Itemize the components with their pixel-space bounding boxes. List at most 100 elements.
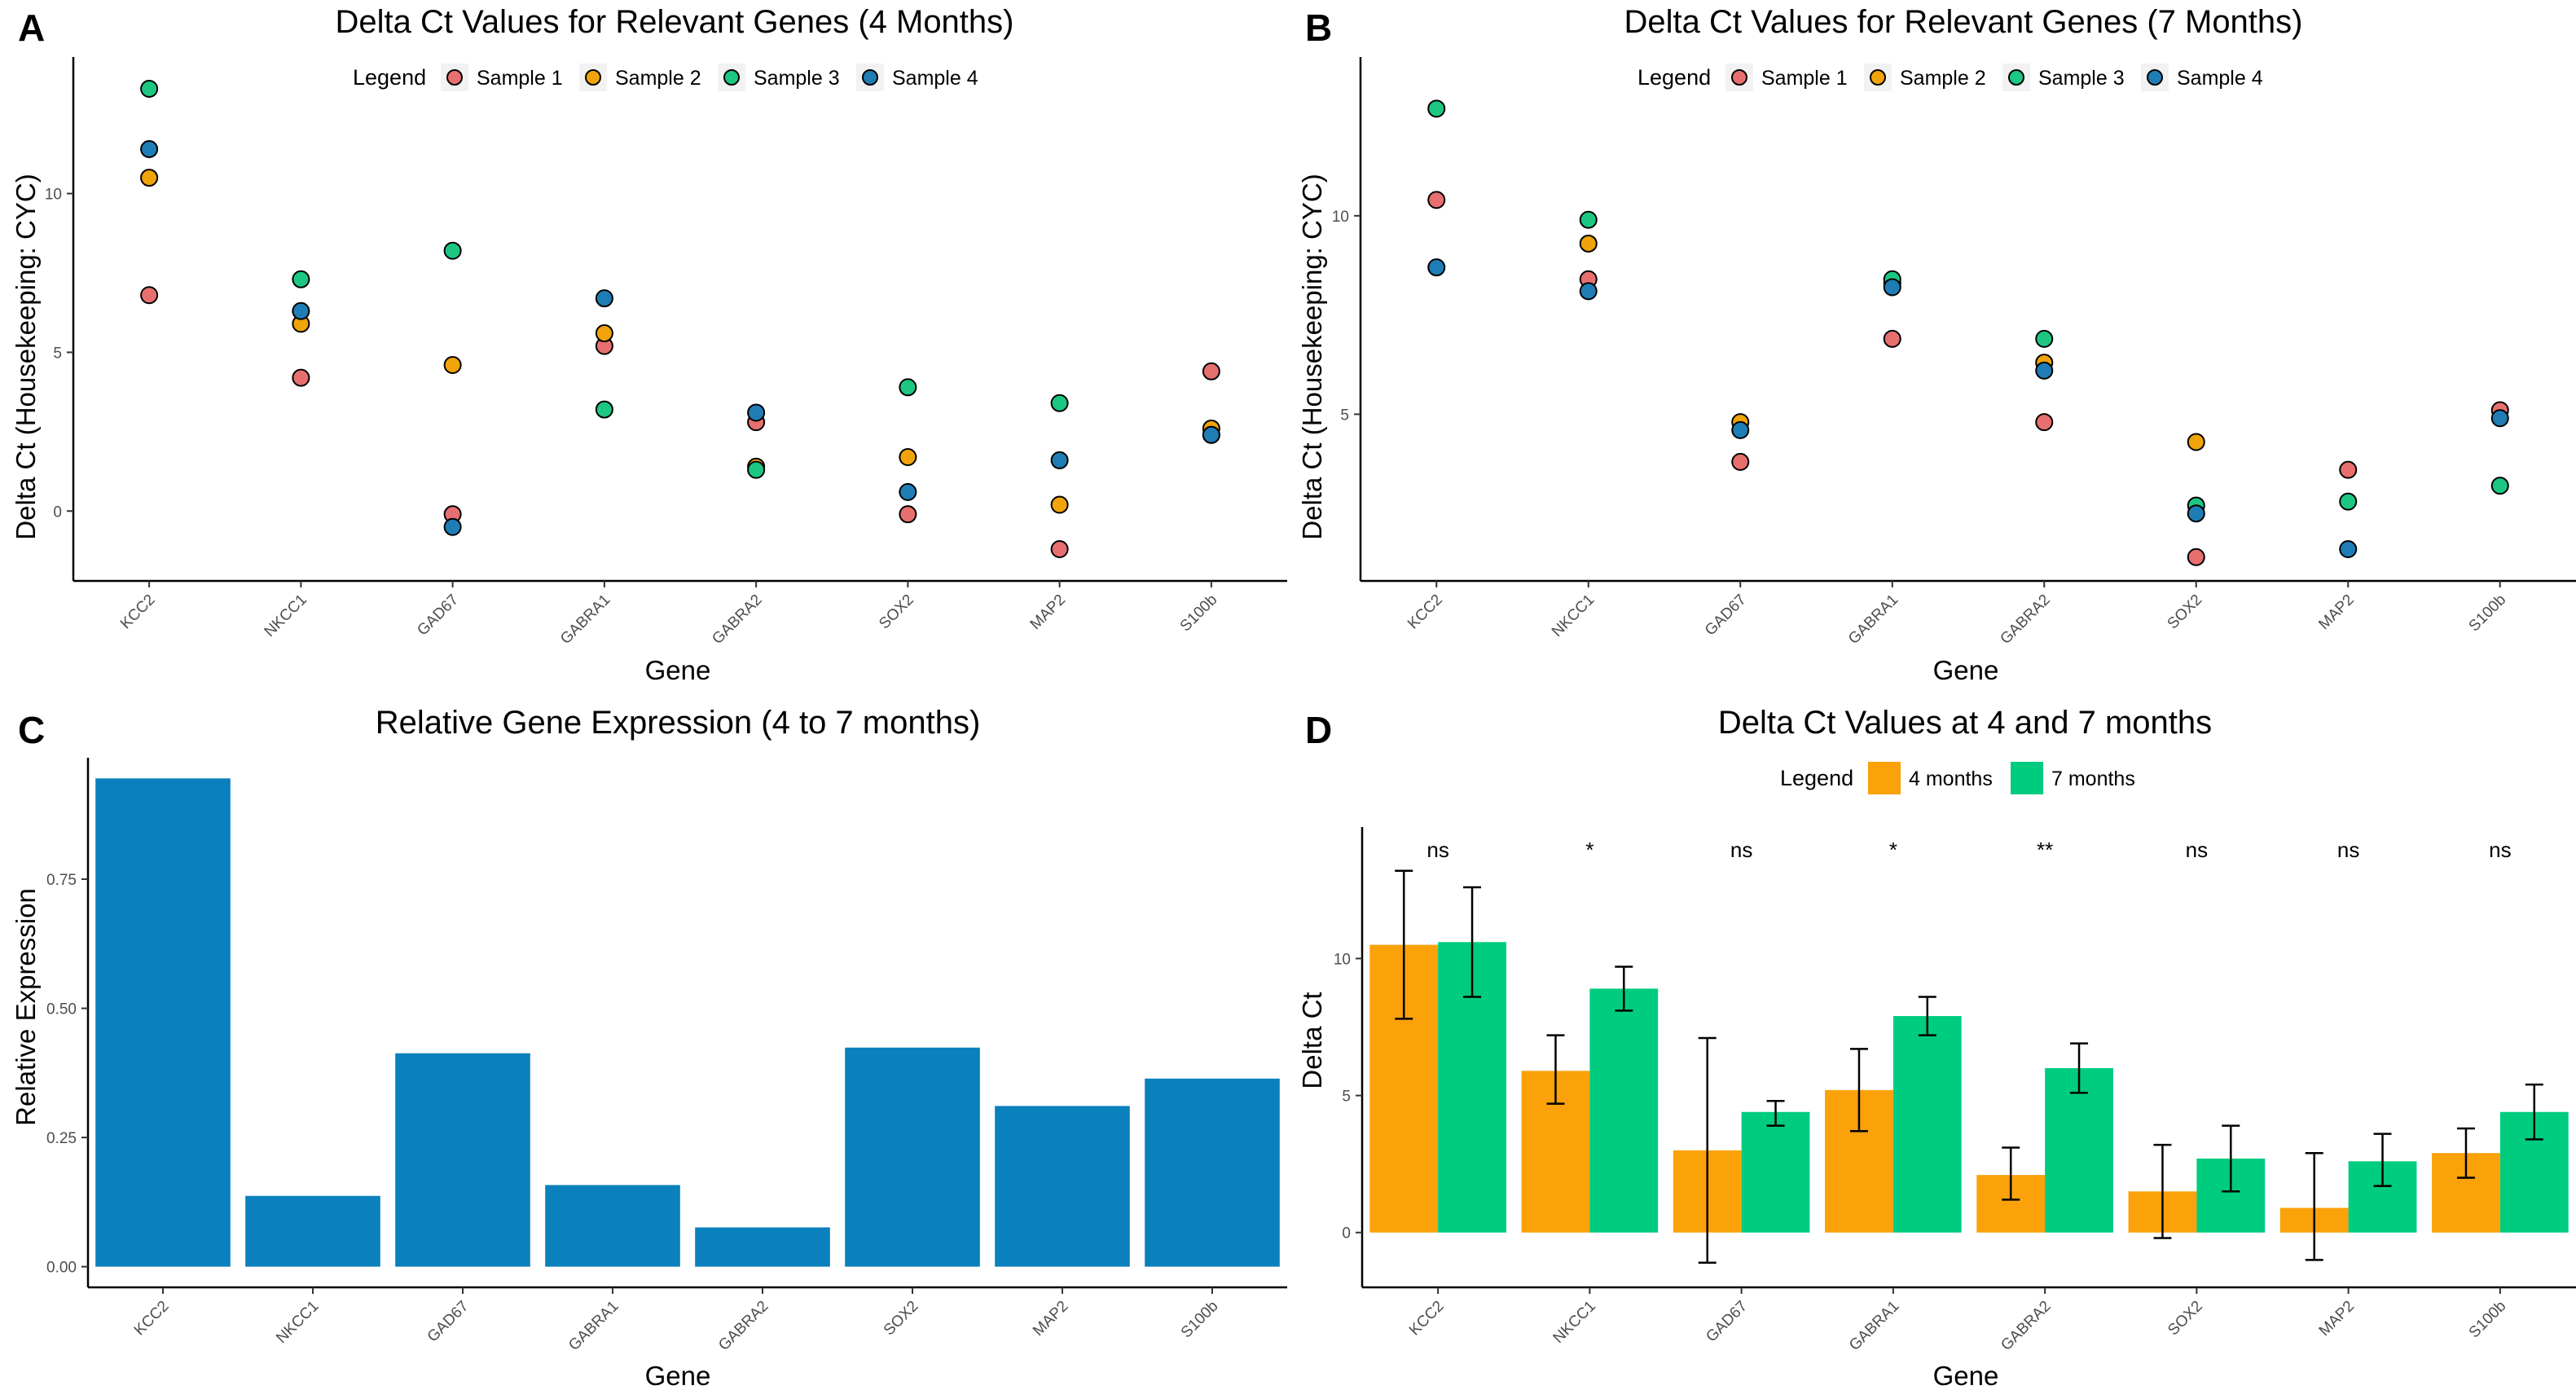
panel-a-legend-title: Legend: [353, 65, 426, 90]
panel-a-point: [443, 241, 462, 260]
panel-b-xlabel: Gene: [1933, 655, 1999, 685]
panel-a-point: [1202, 362, 1220, 380]
panel-b-legend-swatch: [1870, 69, 1886, 86]
panel-b-point: [2035, 329, 2054, 348]
panel-d-significance-label: ns: [1730, 838, 1752, 862]
panel-c-bar: [845, 1047, 980, 1267]
panel-a-point: [899, 505, 917, 524]
panel-d-legend-label: 4 months: [1909, 768, 1993, 790]
panel-a-legend-swatch: [723, 69, 740, 86]
panel-a-point: [443, 356, 462, 375]
panel-b-point: [2339, 492, 2358, 511]
panel-d-bar: [2045, 1067, 2113, 1233]
panel-c-xlabel: Gene: [645, 1361, 711, 1390]
panel-d-ytick-label: 5: [1342, 1089, 1351, 1106]
panel-b-point: [2187, 548, 2205, 566]
panel-a-point: [595, 324, 613, 343]
panel-b-point: [1883, 278, 1901, 297]
panel-a-legend-label: Sample 2: [615, 67, 701, 90]
panel-a-point: [595, 400, 613, 419]
panel-a-ytick-label: 10: [45, 187, 62, 204]
panel-a-ylabel: Delta Ct (Housekeeping: CYC): [11, 174, 41, 539]
panel-a-legend-swatch: [585, 69, 601, 86]
panel-d-label: D: [1305, 709, 1332, 751]
panel-d-bar: [1741, 1111, 1810, 1233]
panel-c-ytick-label: 0.50: [46, 1001, 77, 1018]
panel-a-legend: Legend Sample 1 Sample 2 Sample 3 Sample 4: [353, 64, 978, 91]
panel-a-title: Delta Ct Values for Relevant Genes (4 Mo…: [336, 4, 1014, 40]
panel-b-label: B: [1305, 7, 1332, 49]
panel-c-ylabel: Relative Expression: [11, 888, 41, 1126]
panel-b-point: [2339, 540, 2358, 559]
panel-a-point: [747, 403, 766, 422]
panel-b-legend-swatch: [2008, 69, 2024, 86]
panel-a-point: [1050, 495, 1069, 514]
panel-d-ytick-label: 10: [1334, 951, 1351, 968]
panel-c-bar: [545, 1185, 680, 1267]
panel-c-bar: [245, 1195, 380, 1267]
panel-b-legend-label: Sample 4: [2177, 67, 2263, 90]
panel-a-point: [747, 460, 766, 479]
panel-a-ytick-label: 0: [53, 504, 62, 521]
panel-b-point: [2187, 504, 2205, 523]
panel-a-point: [1050, 540, 1069, 559]
panel-a-point: [1202, 425, 1220, 444]
panel-d-significance-label: *: [1889, 838, 1897, 862]
panel-d-significance-label: ns: [2186, 838, 2208, 862]
panel-a-legend-swatch: [862, 69, 878, 86]
panel-d-significance-label: *: [1585, 838, 1594, 862]
panel-a-legend-label: Sample 4: [892, 67, 978, 90]
panel-a-point: [292, 301, 310, 320]
panel-b-point: [2490, 477, 2509, 495]
panel-b-point: [1427, 191, 1446, 209]
panel-b-point: [2035, 413, 2054, 432]
panel-b-legend-label: Sample 2: [1900, 67, 1986, 90]
panel-c-ytick-label: 0.25: [46, 1130, 77, 1147]
panel-a-point: [140, 286, 159, 305]
panel-c-label: C: [18, 709, 45, 751]
panel-d-significance-label: **: [2037, 838, 2053, 862]
panel-a-legend-label: Sample 1: [477, 67, 563, 90]
panel-b-legend-label: Sample 1: [1761, 67, 1848, 90]
panel-b-ytick-label: 10: [1332, 209, 1349, 226]
panel-a-point: [140, 79, 159, 98]
panel-b-point: [1427, 99, 1446, 118]
panel-c: C Relative Gene Expression (4 to 7 month…: [11, 705, 1287, 1390]
panel-b-legend: Legend Sample 1 Sample 2 Sample 3 Sample 4: [1637, 64, 2263, 91]
panel-a-label: A: [18, 7, 45, 49]
panel-d-significance-label: ns: [2489, 838, 2511, 862]
panel-b-legend-title: Legend: [1637, 65, 1711, 90]
panel-c-ytick-label: 0.00: [46, 1260, 77, 1277]
panel-a-legend-swatch: [446, 69, 463, 86]
panel-d-significance-label: ns: [1426, 838, 1448, 862]
panel-a-point: [1050, 394, 1069, 412]
panel-a-xlabel: Gene: [645, 655, 711, 685]
panel-b-point: [1883, 329, 1901, 348]
panel-b-point: [2339, 460, 2358, 479]
panel-d-title: Delta Ct Values at 4 and 7 months: [1718, 705, 2212, 741]
panel-b-point: [2035, 361, 2054, 380]
panel-a-legend-label: Sample 3: [754, 67, 840, 90]
panel-a-point: [1050, 451, 1069, 469]
panel-c-bar: [1145, 1078, 1280, 1267]
panel-d-ylabel: Delta Ct: [1297, 992, 1327, 1089]
panel-b-point: [1731, 420, 1750, 439]
panel-a-ytick-label: 5: [53, 345, 62, 362]
panel-b-ytick-label: 5: [1340, 407, 1349, 424]
panel-a-point: [899, 448, 917, 467]
panel-a-point: [140, 169, 159, 187]
panel-b-legend-swatch: [1731, 69, 1747, 86]
panel-b-title: Delta Ct Values for Relevant Genes (7 Mo…: [1624, 4, 2303, 40]
panel-d-bar: [1892, 1016, 1962, 1233]
panel-a-point: [595, 289, 613, 308]
panel-d-ytick-label: 0: [1342, 1225, 1351, 1243]
panel-a-point: [292, 368, 310, 387]
panel-b-ylabel: Delta Ct (Housekeeping: CYC): [1297, 174, 1327, 539]
panel-a-point: [140, 140, 159, 159]
panel-b-point: [1731, 452, 1750, 471]
panel-d-legend: Legend 4 months 7 months: [1780, 762, 2135, 794]
panel-c-bar: [695, 1227, 830, 1267]
panel-c-ytick-label: 0.75: [46, 872, 77, 889]
panel-d-legend-label: 7 months: [2051, 768, 2135, 790]
